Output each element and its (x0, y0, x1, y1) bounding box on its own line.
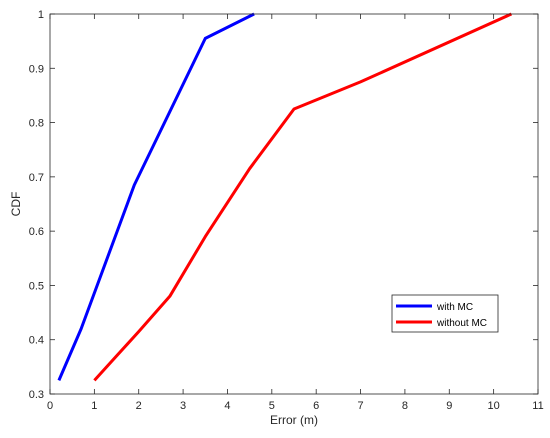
x-tick-label: 6 (313, 400, 319, 412)
legend-label-without-mc: without MC (436, 318, 487, 329)
x-tick-label: 7 (357, 400, 363, 412)
x-tick-label: 10 (488, 400, 500, 412)
x-tick-label: 1 (91, 400, 97, 412)
y-tick-label: 0.8 (29, 118, 44, 130)
x-tick-label: 5 (269, 400, 275, 412)
x-tick-label: 8 (402, 400, 408, 412)
y-tick-label: 0.9 (29, 63, 44, 75)
y-tick-label: 1 (38, 9, 44, 21)
y-axis-title: CDF (9, 192, 23, 217)
x-axis-title: Error (m) (270, 413, 318, 427)
x-tick-label: 2 (136, 400, 142, 412)
legend-label-with-mc: with MC (436, 302, 473, 313)
x-tick-label: 0 (47, 400, 53, 412)
x-tick-label: 3 (180, 400, 186, 412)
plot-area-background (50, 14, 538, 394)
legend-box (391, 294, 499, 333)
x-tick-label: 9 (446, 400, 452, 412)
legend: with MC without MC (391, 294, 499, 333)
x-axis: 0 1 2 3 4 5 6 7 8 9 10 11 (47, 14, 544, 412)
x-tick-label: 4 (224, 400, 230, 412)
y-axis: 0.3 0.4 0.5 0.6 0.7 0.8 0.9 1 (29, 9, 538, 401)
plot-area-frame (49, 13, 539, 395)
series-lines (57, 12, 513, 382)
y-tick-label: 0.3 (29, 389, 44, 401)
y-tick-label: 0.4 (29, 335, 44, 347)
series-line-with-mc (57, 12, 255, 381)
x-tick-label: 11 (532, 400, 543, 412)
y-tick-label: 0.7 (29, 172, 44, 184)
y-tick-label: 0.5 (29, 280, 44, 292)
y-tick-label: 0.6 (29, 226, 44, 238)
series-line-without-mc (93, 12, 513, 382)
